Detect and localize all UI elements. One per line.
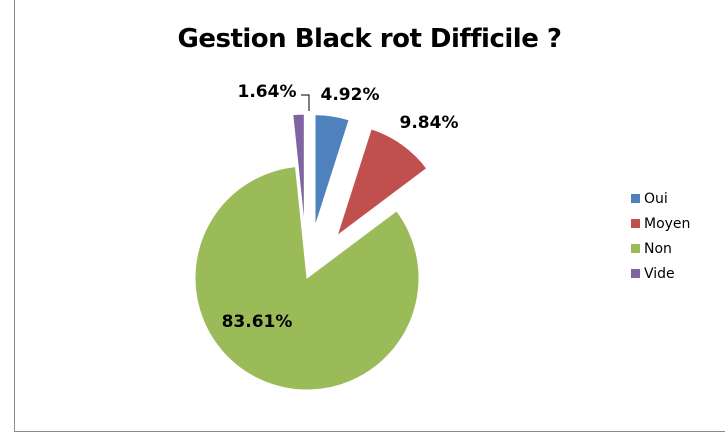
data-label-vide: 1.64% xyxy=(238,82,297,102)
legend-label-moyen: Moyen xyxy=(644,215,691,232)
legend-label-non: Non xyxy=(644,240,672,257)
legend-swatch-non xyxy=(631,244,640,253)
legend-swatch-vide xyxy=(631,269,640,278)
pie-slice-vide xyxy=(292,113,305,227)
chart-legend: Oui Moyen Non Vide xyxy=(631,186,690,286)
pie-slice-non xyxy=(194,166,420,391)
legend-item-non: Non xyxy=(631,236,690,261)
chart-title: Gestion Black rot Difficile ? xyxy=(177,24,562,54)
legend-item-moyen: Moyen xyxy=(631,211,690,236)
legend-swatch-oui xyxy=(631,194,640,203)
legend-item-oui: Oui xyxy=(631,186,690,211)
pie-slice-oui xyxy=(314,114,350,227)
data-label-non: 83.61% xyxy=(222,312,293,332)
data-label-oui: 4.92% xyxy=(321,85,380,105)
legend-label-vide: Vide xyxy=(644,265,675,282)
data-label-moyen: 9.84% xyxy=(400,113,459,133)
leader-line-vide xyxy=(301,94,310,111)
legend-label-oui: Oui xyxy=(644,190,668,207)
legend-item-vide: Vide xyxy=(631,261,690,286)
legend-swatch-moyen xyxy=(631,219,640,228)
pie-slice-moyen xyxy=(336,128,428,237)
